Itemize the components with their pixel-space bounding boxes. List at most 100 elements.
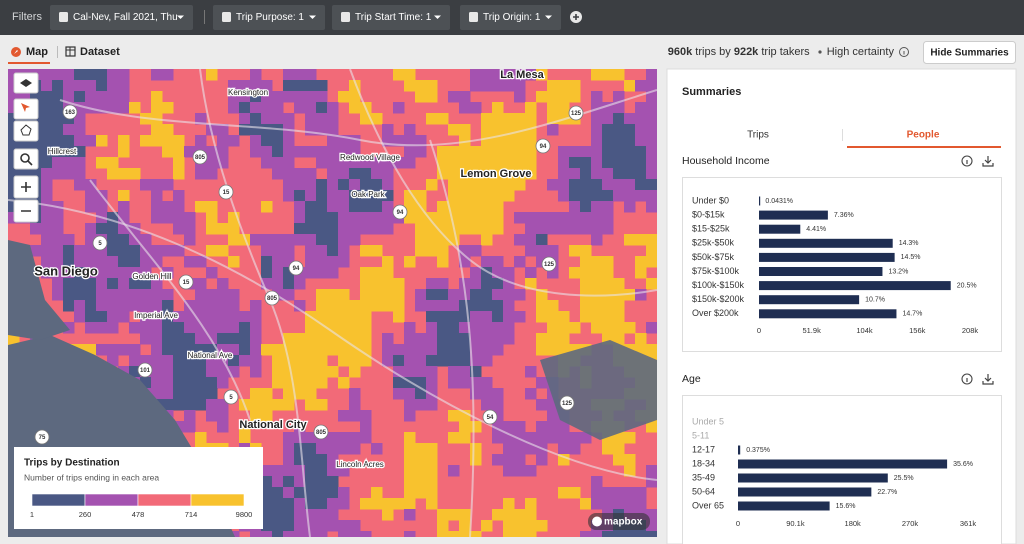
info-icon[interactable]	[961, 373, 973, 385]
shield-label: 101	[140, 368, 151, 374]
map-area	[426, 212, 438, 224]
map-area	[360, 432, 372, 444]
map-area	[404, 454, 416, 466]
map-area	[250, 366, 262, 378]
map-control[interactable]	[13, 120, 39, 142]
map-area	[74, 168, 86, 180]
map-area	[591, 102, 603, 114]
map-area	[470, 531, 482, 537]
map-area	[118, 212, 130, 224]
map-area	[437, 289, 449, 301]
map-area	[459, 377, 471, 389]
map-area	[503, 333, 515, 345]
map-area	[426, 333, 438, 345]
filter-chip[interactable]: Trip Purpose: 1	[213, 5, 325, 30]
bar	[738, 501, 830, 511]
tab-dataset[interactable]: Dataset	[65, 46, 120, 58]
map-control[interactable]	[13, 98, 39, 120]
map-area	[151, 212, 163, 224]
map-area	[558, 333, 570, 345]
map-area	[85, 135, 97, 147]
map-area	[74, 69, 86, 81]
map-area	[250, 399, 262, 411]
map-area	[327, 135, 339, 147]
map-area	[327, 245, 339, 257]
takers-text: trip takers	[761, 46, 810, 58]
download-icon[interactable]	[982, 374, 994, 385]
map-area	[481, 157, 493, 169]
map-area	[151, 333, 163, 345]
map-area	[580, 245, 592, 257]
map-area	[635, 135, 647, 147]
map-area	[96, 245, 108, 257]
map-area	[239, 91, 251, 103]
map-area	[96, 311, 108, 323]
map-area	[514, 91, 526, 103]
shield-label: 125	[544, 262, 555, 268]
map-area	[305, 69, 317, 81]
hide-summaries-button[interactable]: Hide Summaries	[923, 41, 1016, 64]
attribution-bg	[588, 513, 650, 530]
map-area	[371, 289, 383, 301]
map-area	[360, 421, 372, 433]
map-area	[547, 212, 559, 224]
map-area	[272, 531, 284, 537]
map-area	[404, 355, 416, 367]
map-area	[228, 223, 240, 235]
map-area	[283, 498, 295, 510]
map-area	[173, 168, 185, 180]
map-area	[547, 102, 559, 114]
map-area	[96, 344, 108, 356]
filter-chip[interactable]: Trip Origin: 1	[460, 5, 561, 30]
map-area	[162, 135, 174, 147]
place-label: Lemon Grove	[461, 168, 532, 180]
map-area	[569, 146, 581, 158]
map-area	[569, 157, 581, 169]
map-area	[74, 289, 86, 301]
map-area	[239, 113, 251, 125]
map-area	[349, 311, 361, 323]
map-area	[404, 487, 416, 499]
add-filter[interactable]	[570, 11, 582, 23]
map[interactable]: La Mesa Kensington Hillcrest Redwood Villag…	[8, 69, 658, 543]
map-area	[305, 531, 317, 537]
road-shield	[34, 429, 50, 445]
map-area	[602, 531, 614, 537]
map-area	[470, 443, 482, 455]
map-area	[129, 234, 141, 246]
map-area	[646, 509, 657, 521]
map-area	[283, 234, 295, 246]
map-area	[305, 223, 317, 235]
filter-chip[interactable]: Trip Start Time: 1	[332, 5, 450, 30]
map-area	[492, 432, 504, 444]
map-area	[228, 531, 240, 537]
info-icon[interactable]	[899, 47, 909, 57]
download-icon[interactable]	[982, 156, 994, 167]
filter-chip[interactable]: Cal-Nev, Fall 2021, Thu	[50, 5, 193, 30]
map-area	[206, 146, 218, 158]
summary-tab[interactable]: Trips	[747, 130, 769, 141]
map-area	[305, 146, 317, 158]
map-area	[481, 113, 493, 125]
map-area	[437, 520, 449, 532]
icon	[982, 374, 994, 385]
map-area	[525, 69, 537, 81]
map-area	[349, 355, 361, 367]
map-area	[569, 201, 581, 213]
map-area	[107, 289, 119, 301]
map-area	[481, 234, 493, 246]
map-area	[558, 454, 570, 466]
map-area	[536, 454, 548, 466]
map-area	[646, 520, 657, 532]
map-area	[613, 113, 625, 125]
map-area	[536, 421, 548, 433]
map-area	[448, 124, 460, 136]
info-icon[interactable]	[961, 155, 973, 167]
map-area	[206, 168, 218, 180]
map-area	[206, 69, 218, 81]
tab-map[interactable]: Map	[8, 46, 50, 64]
map-control[interactable]	[13, 148, 39, 170]
map-area	[140, 267, 152, 279]
map-area	[481, 223, 493, 235]
summary-tab[interactable]: People	[907, 130, 940, 141]
